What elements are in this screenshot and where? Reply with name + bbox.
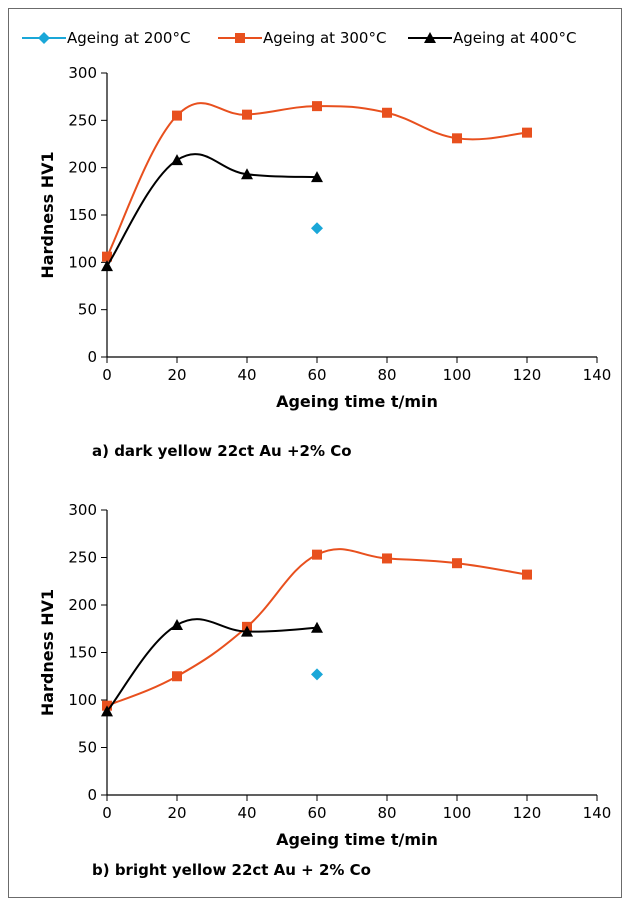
legend-marker-diamond bbox=[38, 32, 50, 44]
data-point-square bbox=[102, 251, 112, 262]
data-point-square bbox=[522, 127, 532, 138]
y-tick-label: 100 bbox=[68, 691, 97, 709]
legend-marker-square bbox=[235, 33, 245, 43]
x-axis-title: Ageing time t/min bbox=[276, 830, 438, 849]
x-tick-label: 100 bbox=[443, 366, 472, 384]
data-point-triangle bbox=[241, 625, 253, 637]
data-point-triangle bbox=[171, 618, 183, 630]
y-tick-label: 150 bbox=[68, 206, 97, 224]
y-tick-label: 200 bbox=[68, 596, 97, 614]
x-tick-label: 20 bbox=[167, 804, 186, 822]
data-point-square bbox=[312, 101, 322, 112]
data-point-square bbox=[172, 671, 182, 682]
y-tick-label: 300 bbox=[68, 64, 97, 82]
y-tick-label: 100 bbox=[68, 253, 97, 271]
x-tick-label: 40 bbox=[237, 804, 256, 822]
x-tick-label: 80 bbox=[377, 804, 396, 822]
x-tick-label: 100 bbox=[443, 804, 472, 822]
legend: Ageing at 200°C Ageing at 300°C Ageing at … bbox=[22, 29, 576, 47]
y-tick-label: 50 bbox=[78, 301, 97, 319]
data-point-triangle bbox=[311, 621, 323, 633]
data-point-square bbox=[382, 553, 392, 564]
y-tick-label: 250 bbox=[68, 111, 97, 129]
x-axis-title: Ageing time t/min bbox=[276, 392, 438, 411]
y-tick-label: 0 bbox=[87, 786, 97, 804]
x-tick-label: 20 bbox=[167, 366, 186, 384]
chart-1: 0 50 100 150 200 250 300 0 20 40 60 80 100 120 140 Agei… bbox=[22, 29, 611, 460]
x-tick-label: 140 bbox=[583, 366, 612, 384]
legend-label: Ageing at 400°C bbox=[453, 29, 576, 47]
legend-label: Ageing at 200°C bbox=[67, 29, 190, 47]
data-point-triangle bbox=[101, 705, 113, 717]
y-axis-title: Hardness HV1 bbox=[38, 589, 57, 716]
x-tick-label: 140 bbox=[583, 804, 612, 822]
x-tick-label: 80 bbox=[377, 366, 396, 384]
data-point-square bbox=[452, 133, 462, 144]
chart-2: 0 50 100 150 200 250 300 0 20 40 60 80 100 120 140 Agei… bbox=[38, 501, 611, 879]
chart-caption: a) dark yellow 22ct Au +2% Co bbox=[92, 442, 352, 460]
data-point-diamond bbox=[311, 668, 323, 681]
x-tick-label: 40 bbox=[237, 366, 256, 384]
y-tick-label: 300 bbox=[68, 501, 97, 519]
y-tick-label: 250 bbox=[68, 549, 97, 567]
y-axis-title: Hardness HV1 bbox=[38, 151, 57, 278]
data-point-square bbox=[312, 549, 322, 560]
series-line-3 bbox=[106, 153, 318, 267]
x-tick-label: 120 bbox=[513, 366, 542, 384]
legend-marker-triangle bbox=[424, 32, 436, 43]
y-tick-label: 50 bbox=[78, 739, 97, 757]
data-point-square bbox=[242, 109, 252, 120]
data-point-triangle bbox=[171, 154, 183, 166]
data-point-square bbox=[172, 110, 182, 121]
x-tick-label: 120 bbox=[513, 804, 542, 822]
data-point-square bbox=[522, 569, 532, 580]
x-tick-label: 0 bbox=[102, 366, 112, 384]
y-tick-label: 200 bbox=[68, 159, 97, 177]
x-tick-label: 60 bbox=[307, 804, 326, 822]
series-line-3 bbox=[106, 618, 318, 713]
data-point-triangle bbox=[101, 260, 113, 272]
figure-frame bbox=[8, 8, 622, 898]
legend-label: Ageing at 300°C bbox=[263, 29, 386, 47]
data-point-diamond bbox=[311, 222, 323, 235]
y-tick-label: 0 bbox=[87, 348, 97, 366]
data-point-triangle bbox=[241, 168, 253, 180]
data-point-triangle bbox=[311, 171, 323, 183]
x-tick-label: 0 bbox=[102, 804, 112, 822]
y-tick-label: 150 bbox=[68, 644, 97, 662]
data-point-square bbox=[452, 558, 462, 569]
chart-caption: b) bright yellow 22ct Au + 2% Co bbox=[92, 861, 371, 879]
data-point-square bbox=[382, 107, 392, 118]
x-tick-label: 60 bbox=[307, 366, 326, 384]
